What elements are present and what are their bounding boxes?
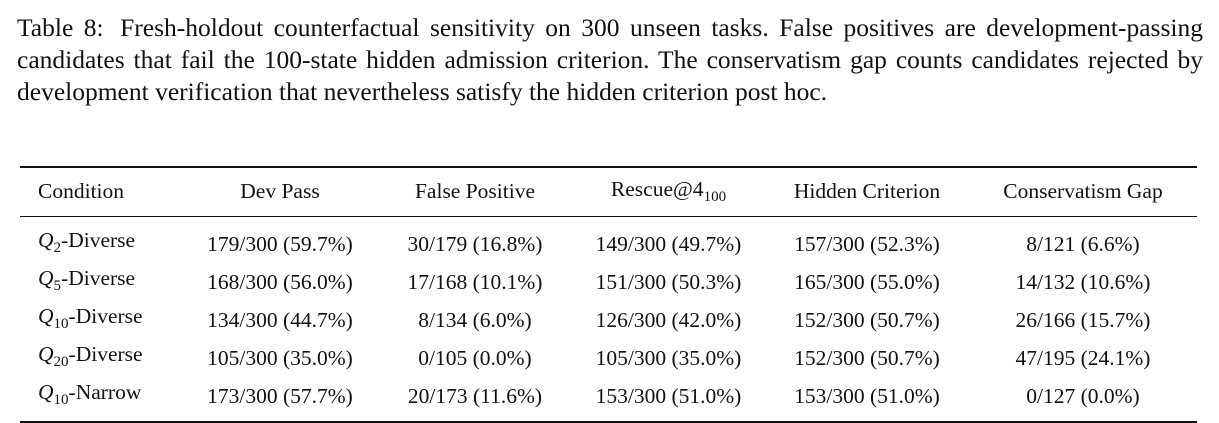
- table-caption: Table 8: Fresh-holdout counterfactual se…: [17, 12, 1203, 108]
- cell-hidden-criterion: 152/300 (50.7%): [794, 346, 940, 370]
- header-dev-pass: Dev Pass: [240, 179, 320, 203]
- condition-symbol: Q: [38, 228, 54, 252]
- cell-dev-pass: 173/300 (57.7%): [207, 384, 353, 408]
- cell-hidden-criterion: 157/300 (52.3%): [794, 232, 940, 256]
- cell-hidden-criterion: 165/300 (55.0%): [794, 270, 940, 294]
- condition-symbol: Q: [38, 304, 54, 328]
- condition-symbol: Q: [38, 342, 54, 366]
- header-rescue: Rescue@4100: [572, 168, 765, 216]
- condition-name: -Diverse: [61, 228, 136, 252]
- header-row: Condition Dev Pass False Positive Rescue…: [20, 168, 1197, 216]
- caption-label: Table 8:: [17, 13, 104, 42]
- cell-condition: Q5-Diverse: [20, 263, 182, 301]
- condition-symbol: Q: [38, 266, 54, 290]
- cell-false-positive: 20/173 (11.6%): [407, 384, 543, 408]
- cell-false-positive: 17/168 (10.1%): [407, 270, 543, 294]
- cell-condition: Q10-Narrow: [20, 377, 182, 421]
- condition-name: -Diverse: [68, 342, 143, 366]
- header-rule: [20, 216, 1197, 217]
- condition-name: -Diverse: [61, 266, 136, 290]
- cell-conservatism-gap: 47/195 (24.1%): [1015, 346, 1151, 370]
- cell-false-positive: 0/105 (0.0%): [418, 346, 532, 370]
- cell-dev-pass: 105/300 (35.0%): [207, 346, 353, 370]
- cell-rescue: 126/300 (42.0%): [595, 308, 742, 332]
- cell-rescue: 105/300 (35.0%): [595, 346, 742, 370]
- results-table: Condition Dev Pass False Positive Rescue…: [20, 166, 1197, 423]
- cell-conservatism-gap: 0/127 (0.0%): [1026, 384, 1140, 408]
- table-body: Q2-Diverse 179/300 (59.7%) 30/179 (16.8%…: [20, 217, 1197, 421]
- cell-rescue: 149/300 (49.7%): [595, 232, 742, 256]
- cell-conservatism-gap: 14/132 (10.6%): [1015, 270, 1151, 294]
- caption-text: Fresh-holdout counterfactual sensitivity…: [17, 13, 1203, 106]
- condition-name: -Narrow: [68, 380, 142, 404]
- table-row: Q2-Diverse 179/300 (59.7%) 30/179 (16.8%…: [20, 217, 1197, 263]
- top-rule: [20, 166, 1197, 168]
- cell-dev-pass: 134/300 (44.7%): [207, 308, 353, 332]
- condition-subscript: 20: [53, 354, 69, 370]
- cell-condition: Q10-Diverse: [20, 301, 182, 339]
- cell-condition: Q20-Diverse: [20, 339, 182, 377]
- header-condition: Condition: [38, 179, 125, 203]
- cell-condition: Q2-Diverse: [20, 217, 182, 263]
- cell-conservatism-gap: 8/121 (6.6%): [1026, 232, 1140, 256]
- data-table-body: Q2-Diverse 179/300 (59.7%) 30/179 (16.8%…: [20, 217, 1197, 421]
- table-row: Q10-Narrow 173/300 (57.7%) 20/173 (11.6%…: [20, 377, 1197, 421]
- condition-subscript: 10: [53, 316, 69, 332]
- cell-false-positive: 8/134 (6.0%): [418, 308, 532, 332]
- cell-hidden-criterion: 153/300 (51.0%): [794, 384, 940, 408]
- cell-rescue: 153/300 (51.0%): [595, 384, 742, 408]
- cell-dev-pass: 168/300 (56.0%): [207, 270, 353, 294]
- header-rescue-subscript: 100: [703, 189, 727, 205]
- table-row: Q5-Diverse 168/300 (56.0%) 17/168 (10.1%…: [20, 263, 1197, 301]
- condition-symbol: Q: [38, 380, 54, 404]
- header-false-positive: False Positive: [414, 179, 536, 203]
- condition-name: -Diverse: [68, 304, 143, 328]
- condition-subscript: 5: [53, 278, 62, 294]
- header-rescue-base: Rescue@4: [610, 177, 704, 201]
- cell-hidden-criterion: 152/300 (50.7%): [794, 308, 940, 332]
- cell-false-positive: 30/179 (16.8%): [407, 232, 543, 256]
- table-row: Q10-Diverse 134/300 (44.7%) 8/134 (6.0%)…: [20, 301, 1197, 339]
- table-row: Q20-Diverse 105/300 (35.0%) 0/105 (0.0%)…: [20, 339, 1197, 377]
- condition-subscript: 10: [53, 392, 69, 408]
- header-conservatism-gap: Conservatism Gap: [1003, 179, 1163, 203]
- data-table: Condition Dev Pass False Positive Rescue…: [20, 168, 1197, 216]
- cell-rescue: 151/300 (50.3%): [595, 270, 742, 294]
- header-hidden-criterion: Hidden Criterion: [793, 179, 941, 203]
- cell-conservatism-gap: 26/166 (15.7%): [1015, 308, 1151, 332]
- cell-dev-pass: 179/300 (59.7%): [207, 232, 353, 256]
- condition-subscript: 2: [53, 240, 62, 256]
